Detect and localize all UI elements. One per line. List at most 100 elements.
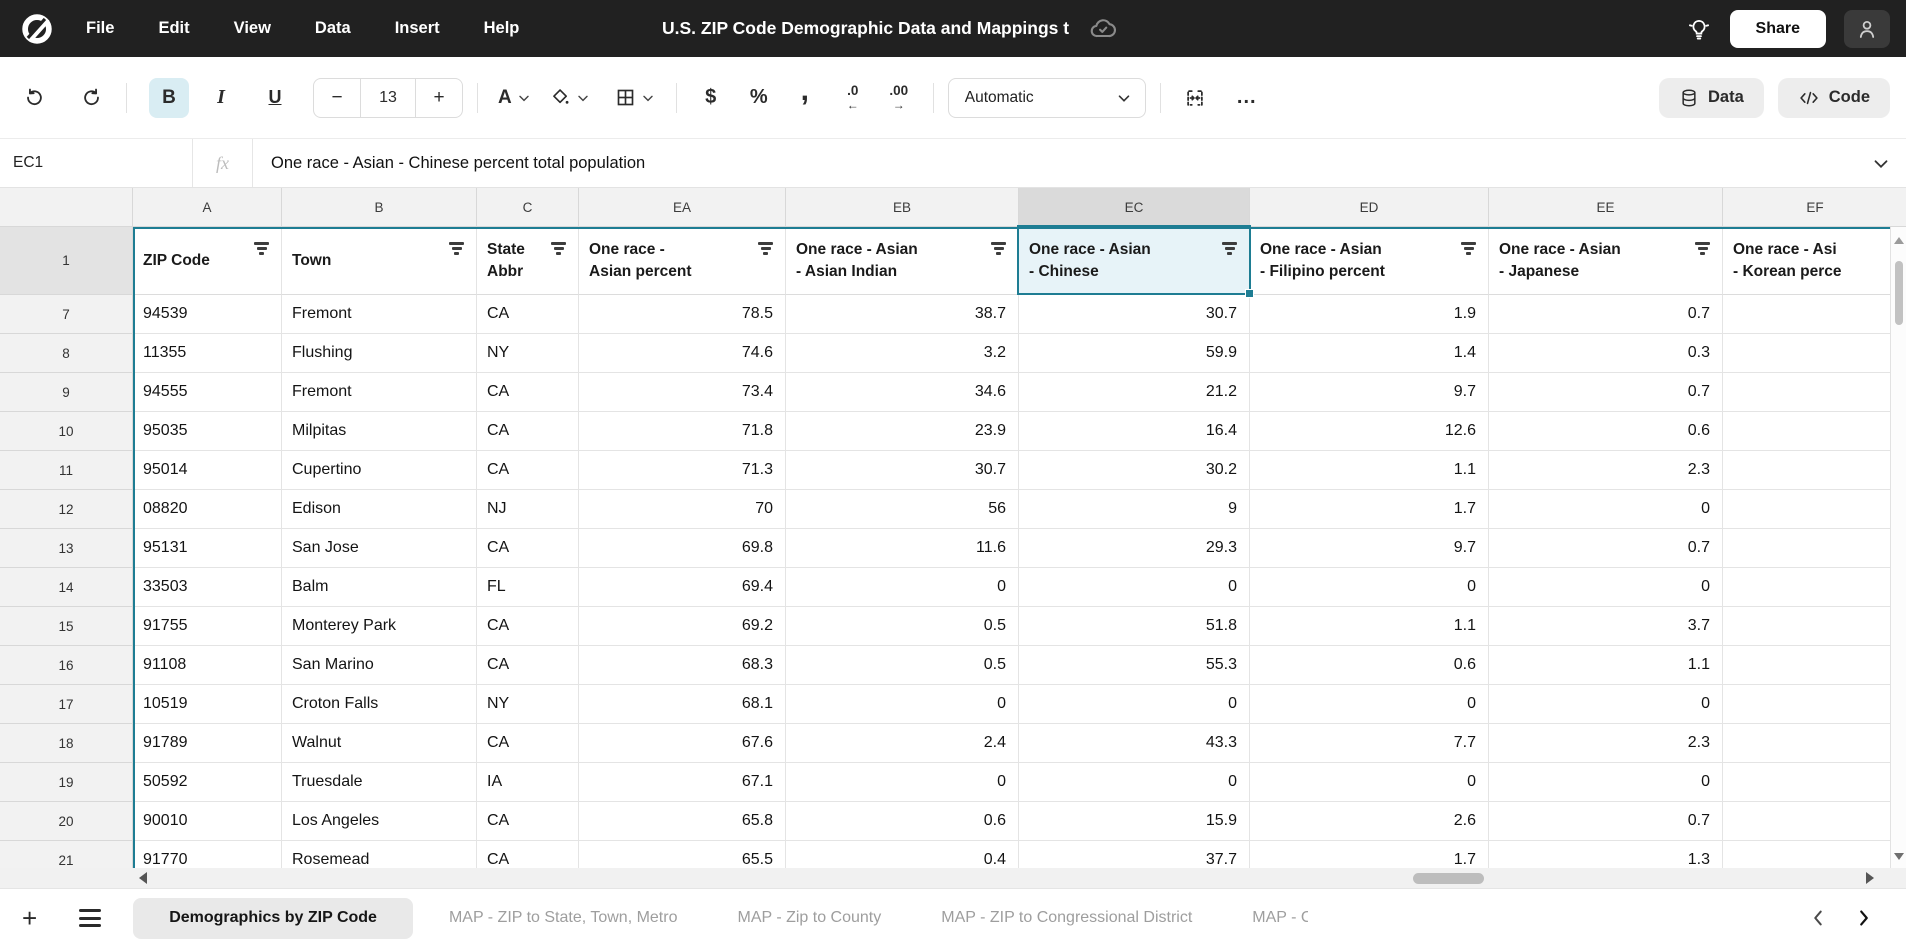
horizontal-scrollbar[interactable] <box>0 868 1906 888</box>
column-header-B[interactable]: B <box>282 188 477 227</box>
cell-C14[interactable]: FL <box>477 568 579 607</box>
cell-EE8[interactable]: 0.3 <box>1489 334 1723 373</box>
filter-icon[interactable] <box>1222 242 1237 255</box>
cell-EE10[interactable]: 0.6 <box>1489 412 1723 451</box>
cell-B8[interactable]: Flushing <box>282 334 477 373</box>
cell-EC16[interactable]: 55.3 <box>1019 646 1250 685</box>
cell-ED8[interactable]: 1.4 <box>1250 334 1489 373</box>
cell-ED14[interactable]: 0 <box>1250 568 1489 607</box>
fill-handle[interactable] <box>1245 289 1254 298</box>
cell-EC15[interactable]: 51.8 <box>1019 607 1250 646</box>
menu-item-help[interactable]: Help <box>483 19 520 37</box>
cell-EA17[interactable]: 68.1 <box>579 685 786 724</box>
cell-EF17[interactable] <box>1723 685 1906 724</box>
row-header-13[interactable]: 13 <box>0 529 133 568</box>
scroll-left-arrow-icon[interactable] <box>139 872 147 884</box>
cell-ED7[interactable]: 1.9 <box>1250 295 1489 334</box>
cell-EF19[interactable] <box>1723 763 1906 802</box>
column-header-EF[interactable]: EF <box>1723 188 1906 227</box>
row-header-7[interactable]: 7 <box>0 295 133 334</box>
more-options-button[interactable]: ... <box>1236 86 1257 108</box>
cell-EB11[interactable]: 30.7 <box>786 451 1019 490</box>
cell-EE12[interactable]: 0 <box>1489 490 1723 529</box>
cell-EE7[interactable]: 0.7 <box>1489 295 1723 334</box>
add-sheet-button[interactable]: + <box>22 903 38 933</box>
cell-A20[interactable]: 90010 <box>133 802 282 841</box>
account-button[interactable] <box>1844 9 1890 48</box>
cell-EF18[interactable] <box>1723 724 1906 763</box>
cell-C15[interactable]: CA <box>477 607 579 646</box>
horizontal-scroll-thumb[interactable] <box>1413 872 1484 884</box>
cell-A21[interactable]: 91770 <box>133 841 282 868</box>
cell-B7[interactable]: Fremont <box>282 295 477 334</box>
data-panel-button[interactable]: Data <box>1658 77 1764 118</box>
row-header-18[interactable]: 18 <box>0 724 133 763</box>
column-header-EA[interactable]: EA <box>579 188 786 227</box>
cell-EB9[interactable]: 34.6 <box>786 373 1019 412</box>
menu-item-insert[interactable]: Insert <box>394 19 440 37</box>
cell-EA10[interactable]: 71.8 <box>579 412 786 451</box>
font-size-decrease-button[interactable]: − <box>331 86 343 108</box>
cell-EA12[interactable]: 70 <box>579 490 786 529</box>
fill-color-button[interactable] <box>544 78 597 118</box>
cell-EC8[interactable]: 59.9 <box>1019 334 1250 373</box>
row-header-8[interactable]: 8 <box>0 334 133 373</box>
cell-EF13[interactable] <box>1723 529 1906 568</box>
sheet-tab-3[interactable]: MAP - Zip to County <box>737 909 882 926</box>
column-header-EE[interactable]: EE <box>1489 188 1723 227</box>
cell-C12[interactable]: NJ <box>477 490 579 529</box>
cell-B10[interactable]: Milpitas <box>282 412 477 451</box>
cell-A17[interactable]: 10519 <box>133 685 282 724</box>
filter-icon[interactable] <box>1695 242 1710 255</box>
cell-EB21[interactable]: 0.4 <box>786 841 1019 868</box>
cell-A18[interactable]: 91789 <box>133 724 282 763</box>
cell-ED20[interactable]: 2.6 <box>1250 802 1489 841</box>
row-header-10[interactable]: 10 <box>0 412 133 451</box>
cell-EA14[interactable]: 69.4 <box>579 568 786 607</box>
cell-A7[interactable]: 94539 <box>133 295 282 334</box>
cell-EB14[interactable]: 0 <box>786 568 1019 607</box>
cell-ED11[interactable]: 1.1 <box>1250 451 1489 490</box>
cell-EB10[interactable]: 23.9 <box>786 412 1019 451</box>
next-tabs-icon[interactable] <box>1854 907 1874 929</box>
sheet-tab-4[interactable]: MAP - ZIP to Congressional District <box>941 909 1193 926</box>
share-button[interactable]: Share <box>1729 9 1826 48</box>
cell-EA15[interactable]: 69.2 <box>579 607 786 646</box>
menu-item-view[interactable]: View <box>233 19 271 37</box>
scroll-up-arrow-icon[interactable] <box>1894 237 1904 244</box>
cell-C17[interactable]: NY <box>477 685 579 724</box>
cell-EF14[interactable] <box>1723 568 1906 607</box>
cell-B20[interactable]: Los Angeles <box>282 802 477 841</box>
column-header-EB[interactable]: EB <box>786 188 1019 227</box>
cell-EB7[interactable]: 38.7 <box>786 295 1019 334</box>
increase-decimal-button[interactable]: .00 → <box>879 78 919 118</box>
cell-EC19[interactable]: 0 <box>1019 763 1250 802</box>
column-header-ED[interactable]: ED <box>1250 188 1489 227</box>
cell-EC14[interactable]: 0 <box>1019 568 1250 607</box>
cell-EF15[interactable] <box>1723 607 1906 646</box>
thousands-separator-button[interactable]: , <box>785 75 825 118</box>
cell-EA19[interactable]: 67.1 <box>579 763 786 802</box>
cell-B14[interactable]: Balm <box>282 568 477 607</box>
header-cell-EF1[interactable]: One race - Asi - Korean perce <box>1723 227 1906 295</box>
cell-EC20[interactable]: 15.9 <box>1019 802 1250 841</box>
formula-bar-expand-icon[interactable] <box>1870 153 1892 175</box>
cell-EB19[interactable]: 0 <box>786 763 1019 802</box>
undo-button[interactable] <box>14 78 54 118</box>
cell-ED10[interactable]: 12.6 <box>1250 412 1489 451</box>
row-header-20[interactable]: 20 <box>0 802 133 841</box>
cell-C13[interactable]: CA <box>477 529 579 568</box>
cell-EC13[interactable]: 29.3 <box>1019 529 1250 568</box>
column-header-C[interactable]: C <box>477 188 579 227</box>
bold-button[interactable]: B <box>149 77 189 118</box>
borders-button[interactable] <box>609 78 662 118</box>
header-cell-B1[interactable]: Town <box>282 227 477 295</box>
cell-EB20[interactable]: 0.6 <box>786 802 1019 841</box>
menu-item-file[interactable]: File <box>86 19 115 37</box>
row-header-11[interactable]: 11 <box>0 451 133 490</box>
row-header-14[interactable]: 14 <box>0 568 133 607</box>
row-header-21[interactable]: 21 <box>0 841 133 868</box>
document-title[interactable]: U.S. ZIP Code Demographic Data and Mappi… <box>662 18 1070 38</box>
cell-C19[interactable]: IA <box>477 763 579 802</box>
row-header-15[interactable]: 15 <box>0 607 133 646</box>
